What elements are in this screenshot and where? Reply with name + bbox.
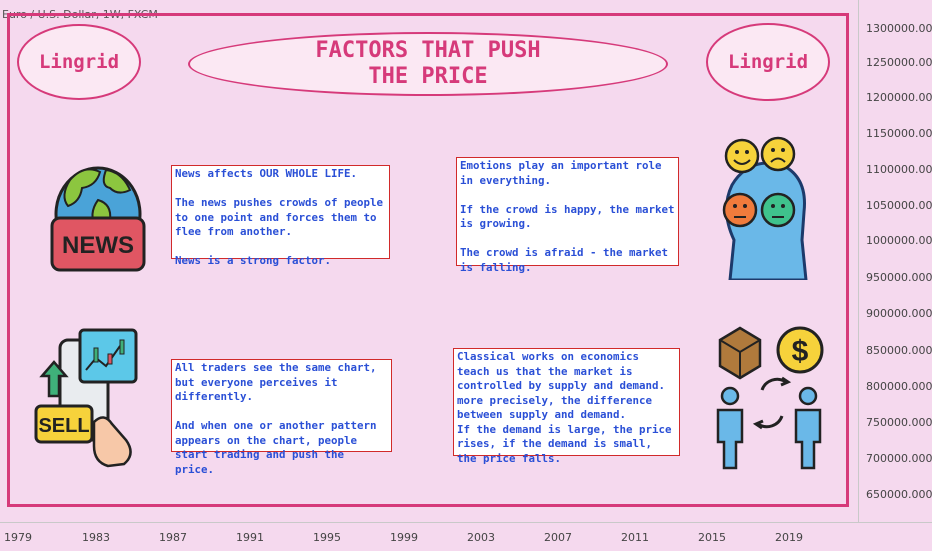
time-tick: 2019	[775, 531, 803, 544]
price-tick: 1150000.00000	[866, 127, 932, 140]
sell-badge-text: SELL	[38, 415, 89, 437]
price-tick: 1200000.00000	[866, 91, 932, 104]
news-badge-text: NEWS	[62, 232, 134, 259]
price-tick: 800000.00000	[866, 380, 932, 393]
time-tick: 1987	[159, 531, 187, 544]
currency-symbol: $	[792, 335, 809, 368]
headline-line-2: THE PRICE	[368, 64, 488, 89]
time-tick: 2011	[621, 531, 649, 544]
note-emotions-p1: Emotions play an important role in every…	[460, 159, 669, 187]
globe-news-icon: NEWS	[50, 166, 146, 272]
time-tick: 2003	[467, 531, 495, 544]
note-emotions-p2: If the crowd is happy, the market is gro…	[460, 202, 682, 231]
price-axis[interactable]: 1300000.00000 1250000.00000 1200000.0000…	[858, 0, 932, 522]
content-frame	[7, 13, 849, 507]
note-emotions: Emotions play an important role in every…	[456, 157, 682, 274]
price-tick: 1000000.00000	[866, 234, 932, 247]
note-economics-p2: more precisely, the difference between s…	[457, 393, 659, 422]
price-tick: 900000.00000	[866, 307, 932, 320]
price-tick: 1250000.00000	[866, 56, 932, 69]
note-news-p1: News affects OUR WHOLE LIFE.	[175, 167, 358, 180]
note-news-p3: News is a strong factor.	[175, 254, 332, 267]
note-economics: Classical works on economics teach us th…	[453, 348, 680, 465]
brand-label-left: Lingrid	[17, 24, 141, 100]
time-tick: 2007	[544, 531, 572, 544]
brand-right-text: Lingrid	[727, 51, 809, 73]
note-chart-p2: And when one or another pattern appears …	[175, 419, 384, 476]
chart-canvas[interactable]: Euro / U.S. Dollar, 1W, FXCM Lingrid Lin…	[0, 0, 858, 522]
brand-label-right: Lingrid	[706, 23, 830, 101]
price-tick: 1300000.00000	[866, 22, 932, 35]
time-tick: 1979	[4, 531, 32, 544]
note-economics-p1: Classical works on economics teach us th…	[457, 350, 666, 392]
brand-left-text: Lingrid	[38, 51, 120, 73]
note-economics-p3: If the demand is large, the price rises,…	[457, 422, 679, 465]
price-tick: 650000.00000	[866, 488, 932, 501]
trading-phone-icon: SELL	[34, 328, 138, 468]
note-news: News affects OUR WHOLE LIFE. The news pu…	[171, 165, 390, 267]
price-tick: 1100000.00000	[866, 163, 932, 176]
price-tick: 700000.00000	[866, 452, 932, 465]
time-tick: 1995	[313, 531, 341, 544]
supply-demand-icon: $	[716, 326, 824, 470]
time-tick: 1983	[82, 531, 110, 544]
time-tick: 1999	[390, 531, 418, 544]
time-axis[interactable]: 1979 1983 1987 1991 1995 1999 2003 2007 …	[0, 522, 932, 551]
price-tick: 950000.00000	[866, 271, 932, 284]
headline: FACTORS THAT PUSH THE PRICE	[188, 32, 668, 96]
price-tick: 850000.00000	[866, 344, 932, 357]
price-tick: 1050000.00000	[866, 199, 932, 212]
time-tick: 1991	[236, 531, 264, 544]
emotions-head-icon	[722, 136, 808, 280]
note-chart-p1: All traders see the same chart, but ever…	[175, 361, 384, 403]
headline-line-1: FACTORS THAT PUSH	[315, 38, 541, 63]
time-tick: 2015	[698, 531, 726, 544]
note-news-p2: The news pushes crowds of people to one …	[175, 196, 390, 238]
note-chart: All traders see the same chart, but ever…	[171, 359, 392, 476]
price-tick: 750000.00000	[866, 416, 932, 429]
note-emotions-p3: The crowd is afraid - the market is fall…	[460, 246, 675, 274]
